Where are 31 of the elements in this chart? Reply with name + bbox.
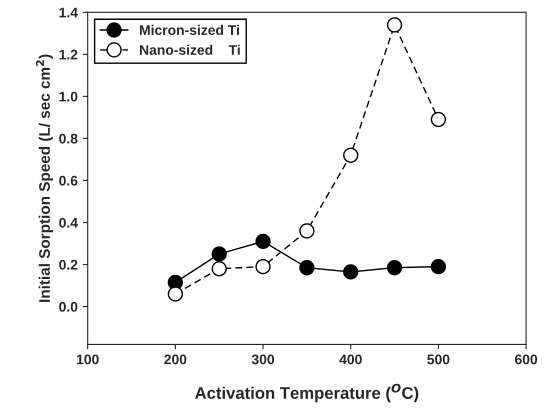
legend-label: Micron-sized Ti [140,24,239,35]
point [386,17,402,33]
point [343,264,358,280]
x-tick-label: 400 [339,354,362,364]
y-tick-label: 1.4 [60,8,78,18]
point [255,258,271,274]
point [386,260,402,276]
point [430,258,446,274]
x-tick-label: 100 [76,354,99,364]
point [430,112,446,128]
point [168,286,183,302]
point [299,260,315,276]
y-tick-label: 0.6 [59,176,78,186]
point [299,223,315,239]
y-tick-label: 0.0 [59,302,78,312]
x-tick-label: 300 [252,354,274,364]
x-tick-label: 200 [164,354,186,364]
point [343,148,358,163]
legend-label: Nano-sized Ti [140,44,240,55]
x-tick-label: 600 [515,354,538,364]
y-tick-label: 1.0 [60,92,78,102]
y-tick-label: 1.2 [60,50,78,60]
point [212,261,227,276]
y-tick-label: 0.2 [59,260,78,270]
point [255,234,271,250]
y-tick-label: 0.4 [59,218,78,228]
y-tick-label: 0.8 [59,134,78,144]
y-axis-title: Initial Sorption Speed (L/ sec cm$^{2}$) [36,54,53,302]
x-tick-label: 500 [427,354,450,364]
x-axis-title: Activation Temperature ($^{O}$C) [195,384,418,402]
point [212,246,227,262]
